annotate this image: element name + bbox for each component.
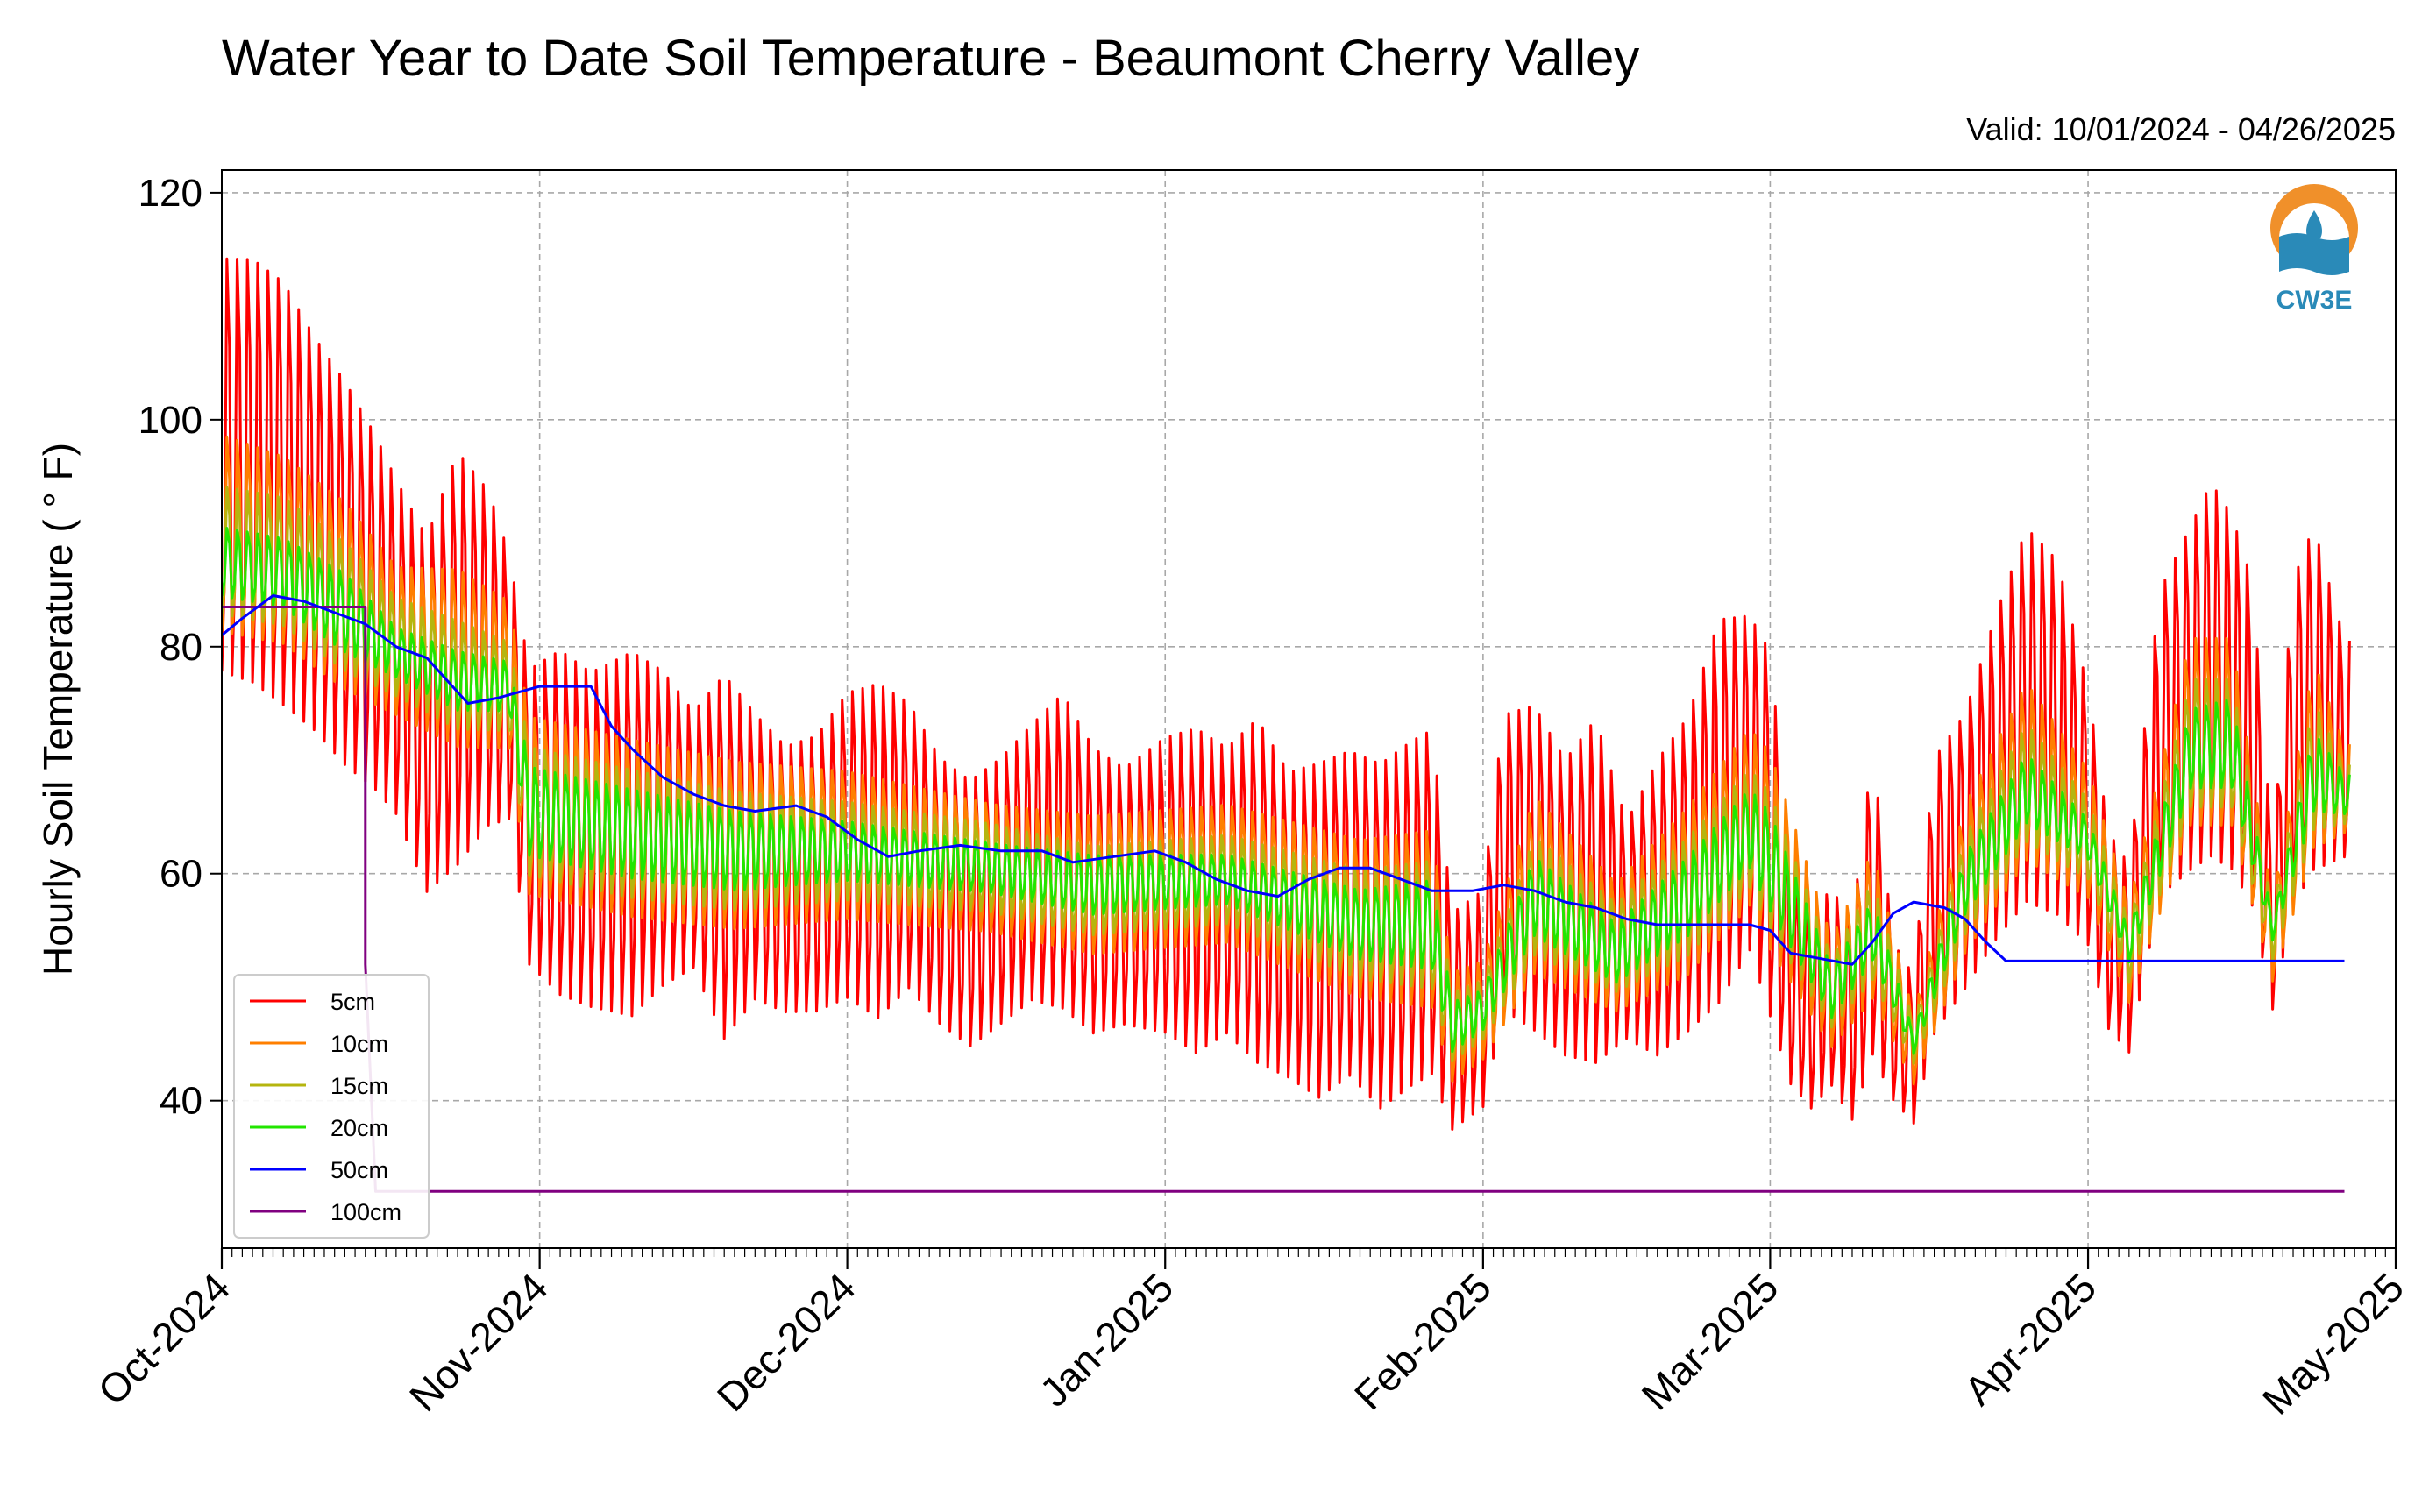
y-tick-label: 120 <box>138 172 202 215</box>
cw3e-logo: CW3E <box>2270 184 2358 315</box>
legend: 5cm 10cm 15cm 20cm 50cm 100cm <box>233 974 430 1239</box>
y-tick-label: 100 <box>138 399 202 442</box>
y-axis-label: Hourly Soil Temperature ( ° F) <box>35 443 81 976</box>
x-tick-label: Oct-2024 <box>89 1264 239 1414</box>
chart-title: Water Year to Date Soil Temperature - Be… <box>222 30 1639 87</box>
series-layer <box>222 257 2351 1193</box>
x-tick-label: Nov-2024 <box>401 1264 557 1420</box>
logo-text: CW3E <box>2276 286 2353 315</box>
y-axis: 40 60 80 100 120 <box>138 172 222 1123</box>
legend-box <box>233 974 430 1239</box>
x-tick-label: Mar-2025 <box>1633 1264 1787 1418</box>
legend-label-100cm: 100cm <box>330 1199 401 1225</box>
y-tick-label: 80 <box>160 626 202 669</box>
y-tick-label: 60 <box>160 853 202 896</box>
plot-area <box>222 257 2351 1193</box>
valid-date-range: Valid: 10/01/2024 - 04/26/2025 <box>1966 111 2396 147</box>
y-tick-label: 40 <box>160 1080 202 1123</box>
x-tick-label: Apr-2025 <box>1956 1264 2106 1414</box>
legend-label-20cm: 20cm <box>330 1115 388 1141</box>
legend-label-5cm: 5cm <box>330 989 375 1015</box>
x-tick-label: Jan-2025 <box>1031 1264 1182 1415</box>
series-line-20cm <box>222 527 2351 1055</box>
x-tick-label: Feb-2025 <box>1346 1264 1500 1418</box>
legend-label-15cm: 15cm <box>330 1073 388 1099</box>
series-line-50cm <box>222 594 2345 966</box>
x-axis: Oct-2024 Nov-2024 Dec-2024 Jan-2025 Feb-2025… <box>89 1248 2412 1423</box>
x-tick-label: May-2025 <box>2254 1264 2412 1423</box>
logo-drop-icon <box>2306 210 2322 244</box>
x-tick-label: Dec-2024 <box>708 1264 864 1420</box>
legend-label-10cm: 10cm <box>330 1031 388 1057</box>
legend-label-50cm: 50cm <box>330 1157 388 1183</box>
logo-wave-icon <box>2279 233 2349 275</box>
